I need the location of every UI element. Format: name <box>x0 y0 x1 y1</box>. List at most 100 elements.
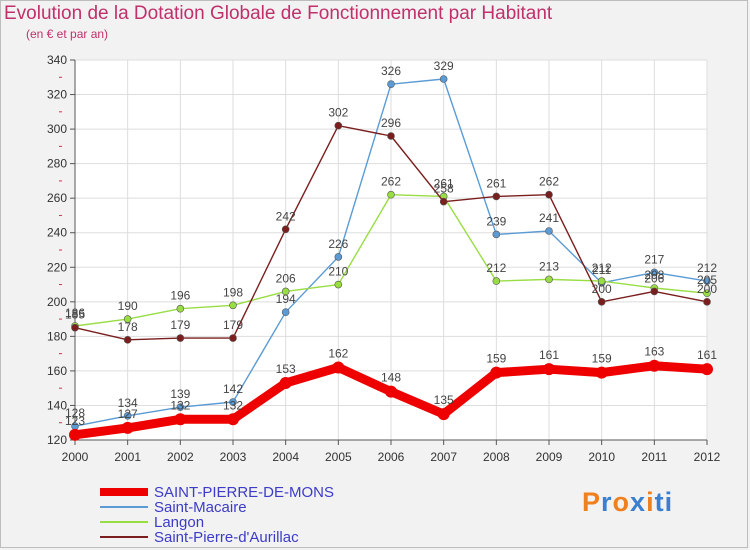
data-point <box>701 363 713 376</box>
data-label: 213 <box>539 259 559 273</box>
data-point <box>545 190 553 199</box>
data-point <box>123 336 132 344</box>
data-labels: 128 134 139 142 194 226 326 329 239 241 211 217 212 1… <box>65 59 717 428</box>
data-label: 159 <box>486 352 506 366</box>
data-point <box>703 277 711 285</box>
x-tick-label: 2005 <box>325 450 352 464</box>
data-label: 205 <box>697 273 717 287</box>
data-label: 163 <box>644 345 664 359</box>
data-point <box>703 289 711 297</box>
data-point <box>229 334 237 342</box>
data-label: 212 <box>486 261 506 275</box>
legend-entry: Saint-Macaire <box>154 499 247 516</box>
chart-title: Evolution de la Dotation Globale de Fonc… <box>4 3 553 24</box>
data-label: 132 <box>223 398 243 412</box>
data-point <box>703 298 711 306</box>
data-point <box>439 197 448 206</box>
data-point <box>334 121 343 130</box>
y-tick-label: 280 <box>47 157 67 171</box>
data-label: 241 <box>539 211 559 225</box>
data-label: 210 <box>328 265 348 279</box>
data-label: 212 <box>592 261 612 275</box>
data-label: 198 <box>223 285 243 299</box>
data-label: 211 <box>592 263 611 277</box>
x-tick-label: 2000 <box>62 450 89 464</box>
data-label: 161 <box>697 348 717 362</box>
data-label: 153 <box>276 362 296 376</box>
data-label: 142 <box>223 382 243 396</box>
x-tick-label: 2011 <box>641 450 667 464</box>
data-point <box>597 298 606 306</box>
data-label: 127 <box>118 407 138 421</box>
data-point <box>595 366 608 379</box>
data-label: 329 <box>434 59 454 73</box>
series-lines <box>69 75 713 441</box>
data-label: 178 <box>118 320 138 334</box>
data-point <box>71 323 79 332</box>
data-point <box>490 366 503 379</box>
legend: SAINT-PIERRE-DE-MONSSaint-MacaireLangonS… <box>100 484 334 546</box>
data-point <box>648 359 661 372</box>
data-label: 326 <box>381 64 401 78</box>
brand-letter: o <box>612 487 631 517</box>
brand-letter: i <box>646 487 655 517</box>
x-tick-label: 2001 <box>114 450 141 464</box>
data-point <box>281 225 290 234</box>
brand-letter: x <box>630 487 647 517</box>
y-tick-label: 140 <box>47 398 67 412</box>
data-label: 206 <box>644 271 664 285</box>
brand-letter: t <box>654 487 665 517</box>
brand-letter: i <box>664 487 674 517</box>
data-point <box>174 413 187 426</box>
data-point <box>334 280 343 289</box>
y-tick-label: 200 <box>47 295 67 309</box>
data-label: 194 <box>276 292 296 306</box>
legend-entry: Langon <box>154 514 204 531</box>
data-label: 179 <box>170 318 190 332</box>
data-label: 208 <box>644 268 664 282</box>
x-tick-label: 2008 <box>483 450 510 464</box>
data-label: 261 <box>434 176 454 190</box>
data-label: 135 <box>434 393 454 407</box>
chart-subtitle: (en € et par an) <box>26 27 109 41</box>
data-point <box>492 192 501 201</box>
data-point <box>387 190 395 199</box>
data-point <box>227 413 239 426</box>
data-label: 159 <box>592 352 612 366</box>
data-label: 148 <box>381 371 401 385</box>
data-label: 190 <box>118 299 138 313</box>
x-tick-label: 2009 <box>536 450 563 464</box>
data-point <box>332 361 345 374</box>
data-label: 302 <box>328 106 348 120</box>
data-label: 217 <box>644 252 664 266</box>
data-point <box>385 385 397 398</box>
y-tick-label: 340 <box>47 53 67 67</box>
data-label: 128 <box>65 406 85 420</box>
legend-entry: SAINT-PIERRE-DE-MONS <box>154 484 334 501</box>
data-point <box>123 412 132 420</box>
data-point <box>650 268 659 277</box>
data-label: 162 <box>328 346 348 360</box>
data-point <box>176 304 185 313</box>
data-point <box>437 408 450 421</box>
x-tick-label: 2010 <box>588 450 615 464</box>
data-point <box>229 398 237 406</box>
data-label: 262 <box>381 175 401 189</box>
x-tick-label: 2006 <box>378 450 405 464</box>
y-tick-label: 160 <box>47 364 67 378</box>
data-label: 139 <box>170 387 190 401</box>
data-point <box>387 132 395 140</box>
y-tick-label: 180 <box>47 329 67 343</box>
data-point <box>334 253 343 261</box>
legend-entry: Saint-Pierre-d'Aurillac <box>154 529 299 546</box>
data-label: 239 <box>486 214 506 228</box>
data-point <box>69 428 81 441</box>
data-point <box>229 301 237 310</box>
data-point <box>545 227 553 235</box>
data-label: 196 <box>170 289 190 303</box>
data-point <box>492 277 501 285</box>
data-point <box>121 421 134 434</box>
data-point <box>123 315 132 323</box>
